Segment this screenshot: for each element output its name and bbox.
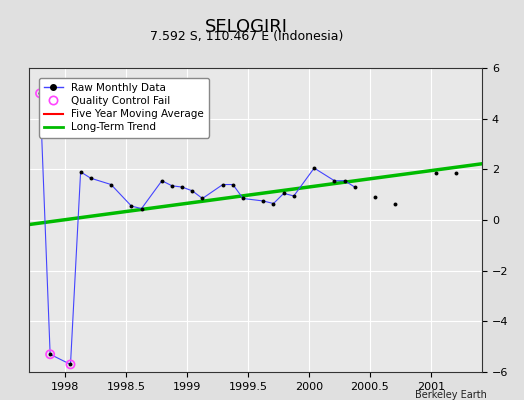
Point	[86, 175, 95, 182]
Point	[137, 206, 146, 212]
Point	[330, 178, 339, 184]
Text: 7.592 S, 110.467 E (Indonesia): 7.592 S, 110.467 E (Indonesia)	[149, 30, 343, 43]
Point	[46, 351, 54, 358]
Point	[269, 200, 278, 207]
Legend: Raw Monthly Data, Quality Control Fail, Five Year Moving Average, Long-Term Tren: Raw Monthly Data, Quality Control Fail, …	[39, 78, 209, 138]
Point	[77, 169, 85, 175]
Point	[107, 181, 115, 188]
Point	[341, 178, 349, 184]
Point	[219, 181, 227, 188]
Point	[36, 90, 44, 96]
Point	[67, 361, 75, 368]
Text: SELOGIRI: SELOGIRI	[205, 18, 288, 36]
Point	[239, 195, 247, 202]
Point	[67, 361, 75, 368]
Point	[391, 200, 399, 207]
Point	[158, 178, 166, 184]
Point	[127, 203, 136, 209]
Point	[228, 181, 237, 188]
Point	[351, 184, 359, 190]
Point	[198, 195, 206, 202]
Point	[452, 170, 461, 176]
Point	[188, 188, 196, 194]
Point	[371, 194, 379, 200]
Point	[279, 190, 288, 197]
Point	[310, 165, 319, 171]
Point	[259, 198, 268, 204]
Text: Berkeley Earth: Berkeley Earth	[416, 390, 487, 400]
Point	[168, 182, 176, 189]
Point	[290, 193, 298, 199]
Point	[432, 170, 440, 176]
Point	[46, 351, 54, 358]
Point	[178, 184, 187, 190]
Point	[36, 90, 44, 96]
